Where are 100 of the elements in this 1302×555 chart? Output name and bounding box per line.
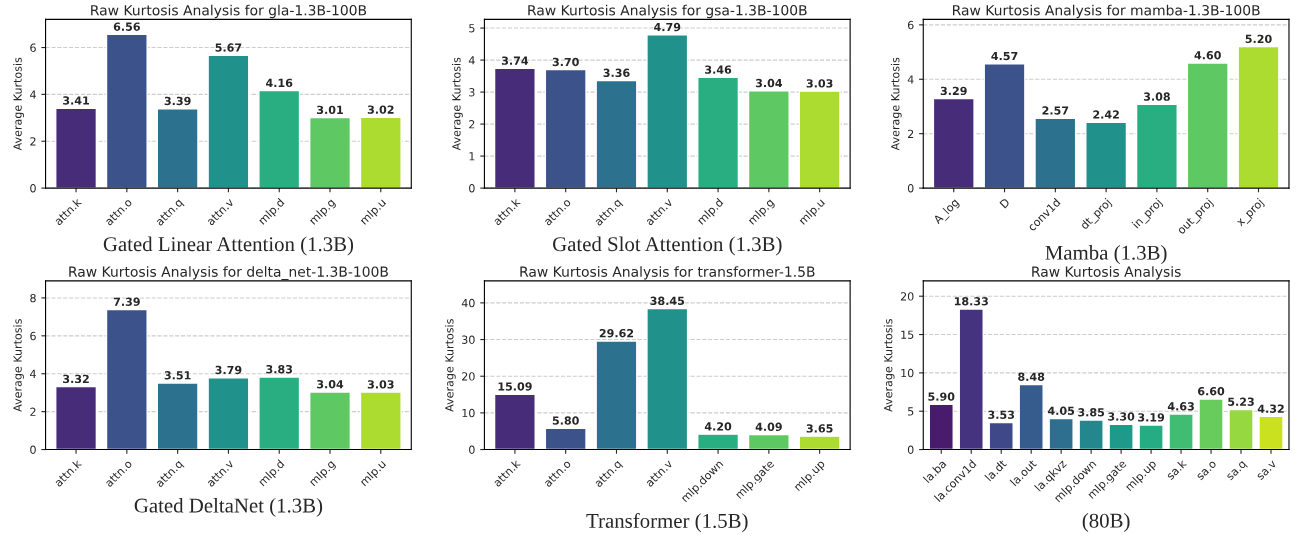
data-label: 3.74	[501, 56, 529, 65]
chart-title: Raw Kurtosis Analysis for mamba-1.3B-100B	[953, 4, 1260, 19]
data-label: 3.39	[164, 96, 191, 106]
y-tick-label: 2	[907, 129, 914, 138]
y-tick-label: 20	[900, 292, 914, 301]
data-label: 3.83	[266, 365, 293, 374]
bar	[308, 391, 352, 450]
bar	[1258, 415, 1284, 450]
data-label: 29.62	[599, 328, 634, 338]
data-label: 3.32	[63, 374, 89, 384]
y-tick-label: 6	[30, 331, 36, 341]
data-label: 5.23	[1228, 397, 1254, 406]
bar	[359, 116, 402, 189]
x-axis-title: Gated Slot Attention (1.3B)	[552, 236, 782, 256]
data-label: 4.63	[1167, 402, 1194, 411]
bar	[958, 308, 984, 450]
data-label: 3.85	[1078, 408, 1105, 417]
data-label: 4.57	[991, 51, 1018, 61]
y-tick-label: 0	[469, 445, 475, 454]
data-label: 8.48	[1018, 372, 1045, 381]
y-tick-label: 10	[462, 408, 475, 418]
bar	[207, 377, 250, 450]
data-label: 3.04	[317, 379, 344, 389]
y-tick-label: 0	[469, 184, 475, 193]
data-label: 7.39	[113, 297, 140, 306]
bar	[359, 391, 402, 450]
y-tick-label: 2	[30, 137, 36, 146]
data-label: 38.45	[650, 296, 685, 306]
data-label: 4.09	[755, 422, 782, 432]
x-axis-title: Gated DeltaNet (1.3B)	[134, 497, 323, 517]
bar	[697, 76, 740, 189]
data-label: 4.20	[704, 422, 732, 431]
data-label: 3.65	[806, 424, 833, 433]
y-tick-label: 2	[469, 120, 475, 129]
bar	[1138, 424, 1164, 450]
y-tick-label: 15	[901, 330, 914, 339]
data-label: 5.20	[1245, 34, 1272, 44]
data-label: 5.90	[928, 392, 955, 401]
bar	[493, 393, 536, 450]
y-tick-label: 5	[469, 24, 475, 33]
data-label: 4.05	[1047, 406, 1075, 415]
y-tick-label: 0	[907, 445, 914, 454]
bar	[983, 63, 1026, 189]
data-label: 18.33	[954, 297, 988, 306]
y-tick-label: 4	[468, 56, 475, 65]
x-axis-title: Transformer (1.5B)	[586, 513, 748, 533]
data-label: 5.80	[552, 416, 579, 425]
data-label: 3.08	[1143, 92, 1170, 101]
y-axis-title: Average Kurtosis	[13, 57, 24, 151]
bar	[747, 433, 790, 450]
bar	[544, 427, 587, 450]
data-label: 3.70	[552, 57, 579, 67]
bar	[308, 116, 352, 189]
bar	[1108, 423, 1134, 450]
y-axis-title: Average Kurtosis	[13, 319, 24, 412]
data-label: 3.04	[755, 78, 783, 88]
bar	[1198, 398, 1224, 450]
y-tick-label: 8	[30, 293, 36, 303]
chart-title: Raw Kurtosis Analysis for transformer-1.5B	[520, 266, 815, 280]
bar	[258, 89, 301, 189]
bar	[646, 34, 689, 189]
data-label: 4.16	[266, 78, 293, 88]
chart-title: Raw Kurtosis Analysis for delta_net-1.3B-100B	[69, 266, 388, 280]
bar	[932, 97, 975, 189]
bar	[105, 33, 148, 189]
bar	[1048, 417, 1074, 450]
bar	[1135, 103, 1178, 189]
data-label: 3.03	[367, 380, 394, 389]
x-axis-title: Gated Linear Attention (1.3B)	[103, 236, 354, 256]
bar	[798, 435, 841, 450]
y-tick-label: 2	[30, 407, 36, 416]
bar	[1034, 117, 1077, 189]
bar	[156, 382, 199, 450]
x-axis-title: (80B)	[1082, 513, 1130, 532]
bar	[1228, 408, 1254, 450]
y-tick-label: 4	[30, 369, 36, 378]
y-axis-title: Average Kurtosis	[890, 57, 902, 151]
data-label: 3.46	[705, 65, 732, 74]
y-tick-label: 0	[30, 445, 36, 454]
data-label: 3.29	[940, 86, 967, 96]
bar	[493, 67, 536, 189]
y-tick-label: 30	[462, 335, 475, 344]
data-label: 3.19	[1138, 413, 1165, 422]
data-label: 6.56	[113, 22, 140, 31]
x-tick-label: D	[999, 197, 1011, 209]
y-axis-title: Average Kurtosis	[452, 57, 463, 151]
bar	[1186, 62, 1229, 189]
data-label: 3.41	[63, 96, 89, 105]
bar	[646, 307, 689, 450]
y-tick-label: 6	[907, 20, 914, 30]
y-tick-label: 4	[907, 75, 914, 84]
bar	[1078, 419, 1104, 450]
chart-title: Raw Kurtosis Analysis	[1032, 266, 1181, 280]
data-label: 3.53	[988, 410, 1015, 419]
bar	[1168, 413, 1194, 450]
data-label: 2.57	[1042, 106, 1069, 115]
data-label: 4.79	[654, 22, 681, 32]
y-tick-label: 0	[30, 184, 36, 193]
bar	[258, 376, 301, 450]
y-tick-label: 0	[907, 184, 914, 193]
